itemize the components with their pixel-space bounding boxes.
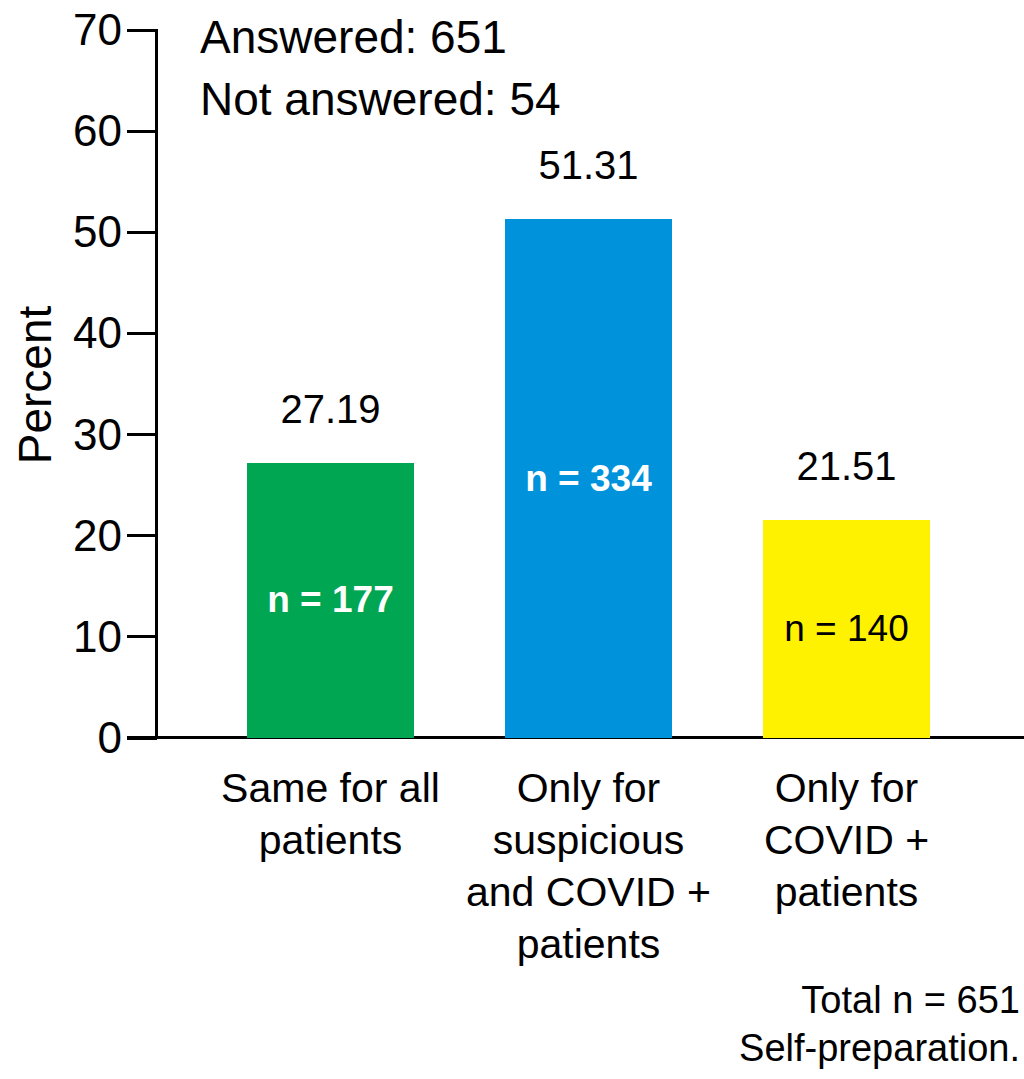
- bar-value-label: 51.31: [479, 143, 699, 187]
- y-tick-label: 40: [12, 307, 122, 359]
- y-tick: [127, 231, 157, 234]
- answered-count: Answered: 651: [200, 6, 561, 68]
- not-answered-count: Not answered: 54: [200, 68, 561, 130]
- bar-n-label: n = 140: [784, 608, 908, 650]
- y-tick-label: 20: [12, 510, 122, 562]
- y-tick: [127, 433, 157, 436]
- x-category-label: Only for COVID + patients: [677, 762, 1017, 918]
- y-axis-title: Percent: [12, 235, 58, 535]
- bar: n = 177: [247, 463, 414, 738]
- y-tick-label: 0: [12, 712, 122, 764]
- footnote: Total n = 651 Self-preparation.: [739, 976, 1020, 1072]
- y-tick: [127, 534, 157, 537]
- y-tick: [127, 332, 157, 335]
- y-tick: [127, 635, 157, 638]
- bar-value-label: 21.51: [737, 444, 957, 488]
- bar-chart: Answered: 651 Not answered: 54 Percent 0…: [0, 0, 1024, 1079]
- y-tick: [127, 130, 157, 133]
- response-annotation: Answered: 651 Not answered: 54: [200, 6, 561, 130]
- y-tick-label: 70: [12, 4, 122, 56]
- bar-n-label: n = 177: [267, 579, 394, 621]
- y-axis-line: [155, 29, 158, 739]
- y-tick-label: 50: [12, 206, 122, 258]
- y-tick: [127, 737, 157, 740]
- y-tick-label: 60: [12, 105, 122, 157]
- bar-value-label: 27.19: [221, 387, 441, 431]
- total-n-note: Total n = 651: [739, 976, 1020, 1024]
- bar-n-label: n = 334: [525, 458, 652, 500]
- y-tick: [127, 29, 157, 32]
- y-tick-label: 30: [12, 409, 122, 461]
- bar: n = 140: [763, 520, 930, 738]
- y-tick-label: 10: [12, 611, 122, 663]
- self-preparation-note: Self-preparation.: [739, 1024, 1020, 1072]
- bar: n = 334: [505, 219, 672, 738]
